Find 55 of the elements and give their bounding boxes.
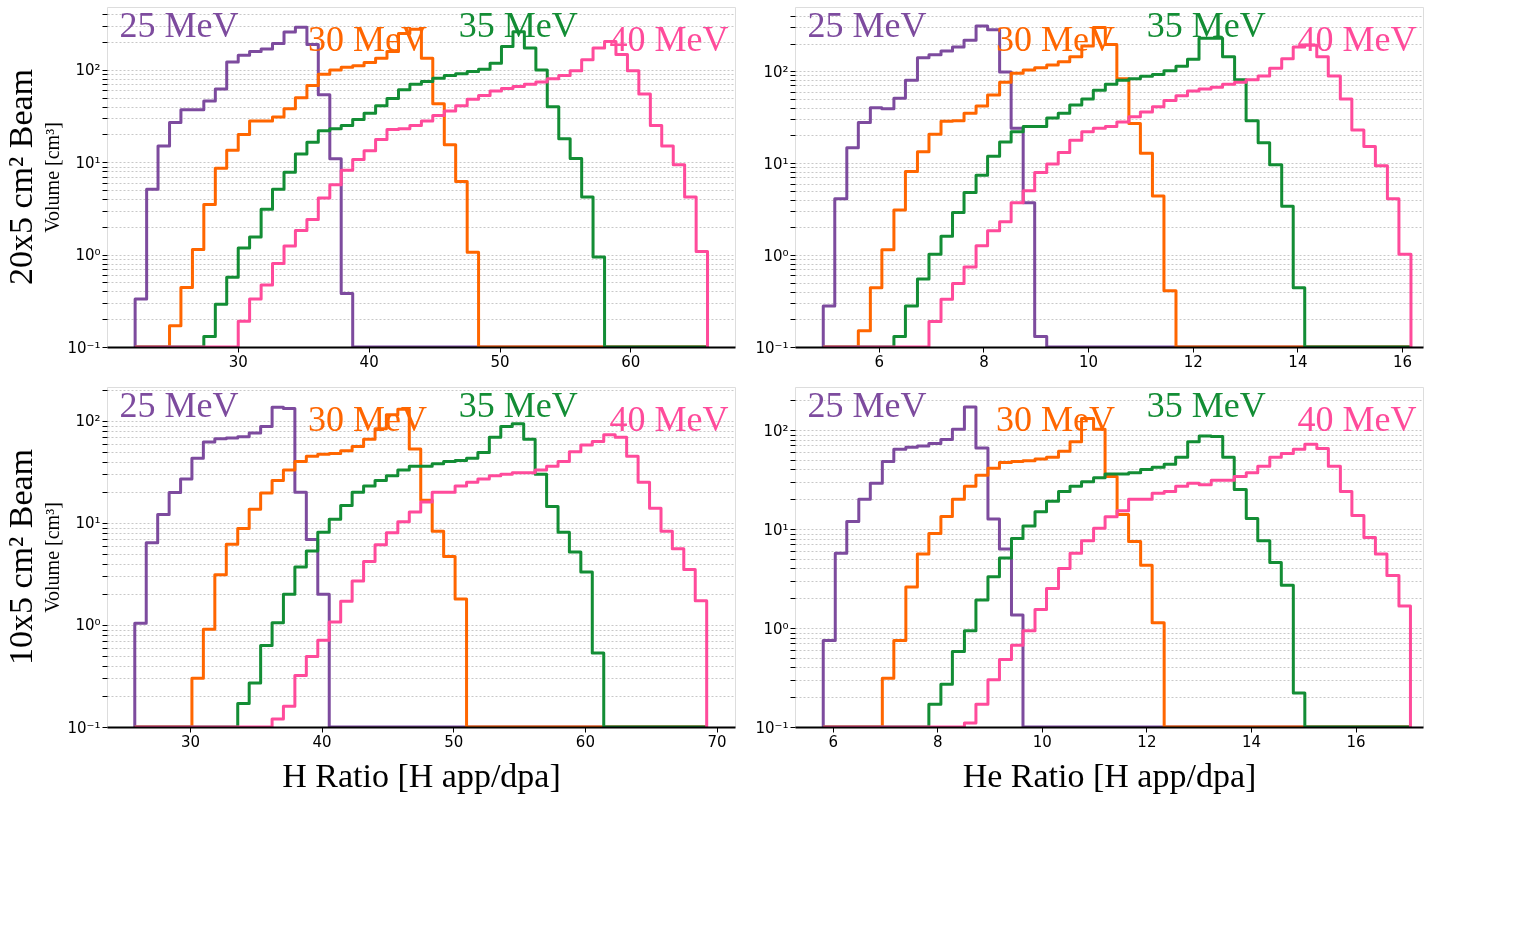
x-tick-label: 40 bbox=[359, 352, 379, 371]
y-tick-label: 10⁰ bbox=[75, 246, 101, 265]
text: 20x5 cm² Beam bbox=[1, 68, 39, 286]
x-tick-label: 70 bbox=[707, 732, 727, 751]
x-tick-label: 6 bbox=[874, 352, 885, 371]
x-tick-label: 10 bbox=[1032, 732, 1052, 751]
y-tick-label: 10¹ bbox=[75, 153, 101, 172]
y-tick-label: 10² bbox=[763, 421, 789, 440]
series-label: 35 MeV bbox=[1146, 5, 1266, 45]
x-tick-label: 8 bbox=[932, 732, 943, 751]
x-tick-label: 50 bbox=[490, 352, 510, 371]
series-label: 30 MeV bbox=[995, 399, 1115, 439]
y-tick-label: 10¹ bbox=[763, 154, 789, 173]
x-tick-label: 16 bbox=[1346, 732, 1366, 751]
y-tick-label: 10⁻¹ bbox=[755, 338, 789, 357]
y-tick-label: 10⁰ bbox=[763, 619, 789, 638]
y-tick-label: 10¹ bbox=[763, 520, 789, 539]
x-tick-label: 30 bbox=[228, 352, 248, 371]
series-label: 25 MeV bbox=[807, 385, 927, 425]
x-tick-label: 12 bbox=[1183, 352, 1203, 371]
x-tick-label: 16 bbox=[1393, 352, 1413, 371]
series-label: 35 MeV bbox=[458, 5, 578, 45]
text: 10x5 cm² Beam bbox=[1, 448, 39, 666]
series-label: 40 MeV bbox=[609, 399, 729, 439]
x-tick-label: 40 bbox=[312, 732, 332, 751]
x-tick-label: 12 bbox=[1137, 732, 1157, 751]
y-axis-title: Volume [cm³] bbox=[41, 502, 64, 613]
y-tick-label: 10⁻¹ bbox=[67, 718, 101, 737]
x-tick-label: 6 bbox=[828, 732, 838, 751]
y-tick-label: 10⁰ bbox=[763, 246, 789, 265]
y-tick-label: 10¹ bbox=[75, 514, 101, 533]
y-tick-label: 10² bbox=[75, 61, 101, 80]
x-tick-label: 50 bbox=[444, 732, 464, 751]
x-tick-label: 30 bbox=[180, 732, 200, 751]
series-label: 40 MeV bbox=[609, 19, 729, 59]
x-tick-label: 10 bbox=[1079, 352, 1099, 371]
y-axis-title: Volume [cm³] bbox=[41, 122, 64, 233]
x-tick-label: 8 bbox=[979, 352, 989, 371]
series-label: 25 MeV bbox=[807, 5, 927, 45]
x-axis-title: H Ratio [H app/dpa] bbox=[282, 756, 561, 794]
series-label: 25 MeV bbox=[119, 385, 239, 425]
y-tick-label: 10⁰ bbox=[75, 616, 101, 635]
y-tick-label: 10² bbox=[763, 62, 789, 81]
y-tick-label: 10² bbox=[75, 412, 101, 431]
x-tick-label: 14 bbox=[1288, 352, 1308, 371]
y-tick-label: 10⁻¹ bbox=[755, 718, 789, 737]
series-label: 35 MeV bbox=[458, 385, 578, 425]
x-tick-label: 14 bbox=[1241, 732, 1262, 751]
y-tick-label: 10⁻¹ bbox=[67, 338, 101, 357]
series-label: 35 MeV bbox=[1146, 385, 1266, 425]
series-label: 40 MeV bbox=[1297, 399, 1417, 439]
x-tick-label: 60 bbox=[621, 352, 641, 371]
x-axis-title: He Ratio [H app/dpa] bbox=[962, 756, 1257, 794]
x-tick-label: 60 bbox=[575, 732, 595, 751]
series-label: 25 MeV bbox=[119, 5, 239, 45]
